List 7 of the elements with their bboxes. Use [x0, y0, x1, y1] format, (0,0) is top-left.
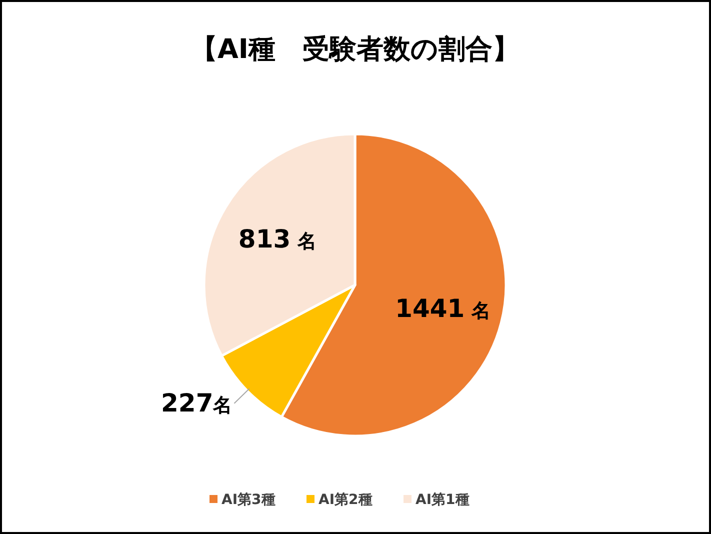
chart-title: 【AI種 受験者数の割合】 [190, 34, 520, 65]
data-label: 1441 名 [395, 294, 490, 323]
legend-label: AI第1種 [416, 492, 470, 508]
data-label: 813 名 [238, 224, 316, 254]
legend-label: AI第2種 [318, 492, 372, 508]
data-label: 227名 [161, 388, 232, 418]
legend-label: AI第3種 [222, 492, 276, 508]
